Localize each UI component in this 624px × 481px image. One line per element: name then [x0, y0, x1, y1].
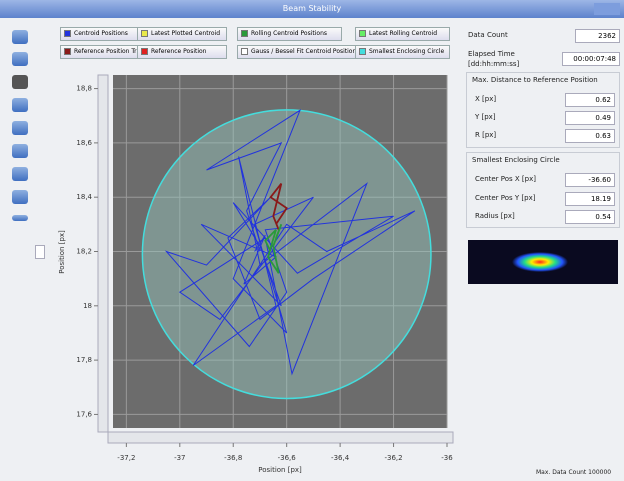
label: Center Pos Y [px]: [475, 194, 536, 202]
label: Center Pos X [px]: [475, 175, 536, 183]
legend-button[interactable]: Latest Rolling Centroid: [355, 27, 450, 41]
series-line: [164, 109, 416, 376]
legend-label: Reference Position: [151, 48, 207, 55]
legend-button[interactable]: Rolling Centroid Positions: [237, 27, 342, 41]
legend-swatch: [241, 30, 248, 37]
legend-button[interactable]: Latest Plotted Centroid: [137, 27, 227, 41]
y-tick-label: 17,8: [76, 356, 92, 364]
y-tick-label: 18: [83, 302, 92, 310]
x-tick-label: -36,6: [278, 454, 297, 462]
legend-button[interactable]: Smallest Enclosing Circle: [355, 45, 450, 59]
value-box: 2362: [575, 29, 620, 43]
window-buttons[interactable]: [594, 3, 620, 15]
x-tick-label: -37: [174, 454, 185, 462]
legend-swatch: [141, 30, 148, 37]
y-tick-label: 17,6: [76, 410, 92, 418]
legend-label: Latest Plotted Centroid: [151, 30, 221, 37]
collapse-button[interactable]: [35, 245, 45, 259]
x-tick-label: -36: [441, 454, 453, 462]
y-tick-label: 18,4: [76, 193, 92, 201]
y-tick-label: 18,6: [76, 139, 92, 147]
legend-swatch: [359, 48, 366, 55]
footer-text: Max. Data Count 100000: [536, 469, 612, 476]
label: Radius [px]: [475, 212, 515, 220]
x-tick-label: -37,2: [117, 454, 135, 462]
legend-button[interactable]: Reference Position: [137, 45, 227, 59]
value-box: 18.19: [565, 192, 615, 206]
tool-button[interactable]: [12, 215, 28, 221]
value-box: 0.62: [565, 93, 615, 107]
h-scrollbar[interactable]: [107, 431, 454, 444]
beam-image: [468, 240, 618, 284]
enclosing-circle: [141, 109, 432, 400]
legend-label: Smallest Enclosing Circle: [369, 48, 445, 55]
label: [dd:hh:mm:ss]: [468, 60, 520, 68]
tool-button[interactable]: [12, 144, 28, 158]
legend-label: Reference Position Track: [74, 48, 148, 55]
window-title: Beam Stability: [0, 0, 624, 18]
tool-button[interactable]: [12, 190, 28, 204]
v-scrollbar[interactable]: [97, 74, 109, 433]
group-title: Smallest Enclosing Circle: [472, 156, 560, 164]
legend-swatch: [64, 30, 71, 37]
tool-button[interactable]: [12, 121, 28, 135]
y-tick-label: 18,2: [76, 248, 92, 256]
label: Elapsed Time: [468, 50, 515, 58]
legend-swatch: [64, 48, 71, 55]
series-line: [264, 223, 283, 274]
value-box: -36.60: [565, 173, 615, 187]
x-tick-label: -36,2: [384, 454, 402, 462]
label: Data Count: [468, 31, 508, 39]
x-tick-label: -36,8: [224, 454, 242, 462]
tool-button[interactable]: [12, 30, 28, 44]
legend-button[interactable]: Reference Position Track: [60, 45, 147, 59]
value-box: 0.49: [565, 111, 615, 125]
value-box: 0.63: [565, 129, 615, 143]
legend-button[interactable]: Centroid Positions: [60, 27, 140, 41]
legend-label: Centroid Positions: [74, 30, 128, 37]
y-axis-title: Position [px]: [58, 230, 66, 274]
legend-swatch: [241, 48, 248, 55]
x-tick-label: -36,4: [331, 454, 350, 462]
value-box: 00:00:07:48: [562, 52, 620, 66]
group: Max. Distance to Reference Position X [p…: [466, 72, 620, 148]
label: Y [px]: [475, 113, 496, 121]
tool-button[interactable]: [12, 98, 28, 112]
legend-swatch: [141, 48, 148, 55]
legend-label: Gauss / Bessel Fit Centroid Positions: [251, 48, 360, 55]
legend-swatch: [359, 30, 366, 37]
chart: -37,2 -37 -36,8 -36,6 -36,4 -36,2 -36 17,6 17,8 1…: [58, 74, 454, 474]
tool-button[interactable]: [12, 75, 28, 89]
series-line: [269, 183, 288, 231]
tool-button[interactable]: [12, 167, 28, 181]
label: X [px]: [475, 95, 497, 103]
group: Smallest Enclosing Circle Center Pos X […: [466, 152, 620, 228]
x-axis-title: Position [px]: [258, 466, 302, 474]
legend-label: Rolling Centroid Positions: [251, 30, 328, 37]
legend-label: Latest Rolling Centroid: [369, 30, 438, 37]
tool-button[interactable]: [12, 52, 28, 66]
y-tick-label: 18,8: [76, 85, 92, 93]
value-box: 0.54: [565, 210, 615, 224]
label: R [px]: [475, 131, 497, 139]
group-title: Max. Distance to Reference Position: [472, 76, 598, 84]
